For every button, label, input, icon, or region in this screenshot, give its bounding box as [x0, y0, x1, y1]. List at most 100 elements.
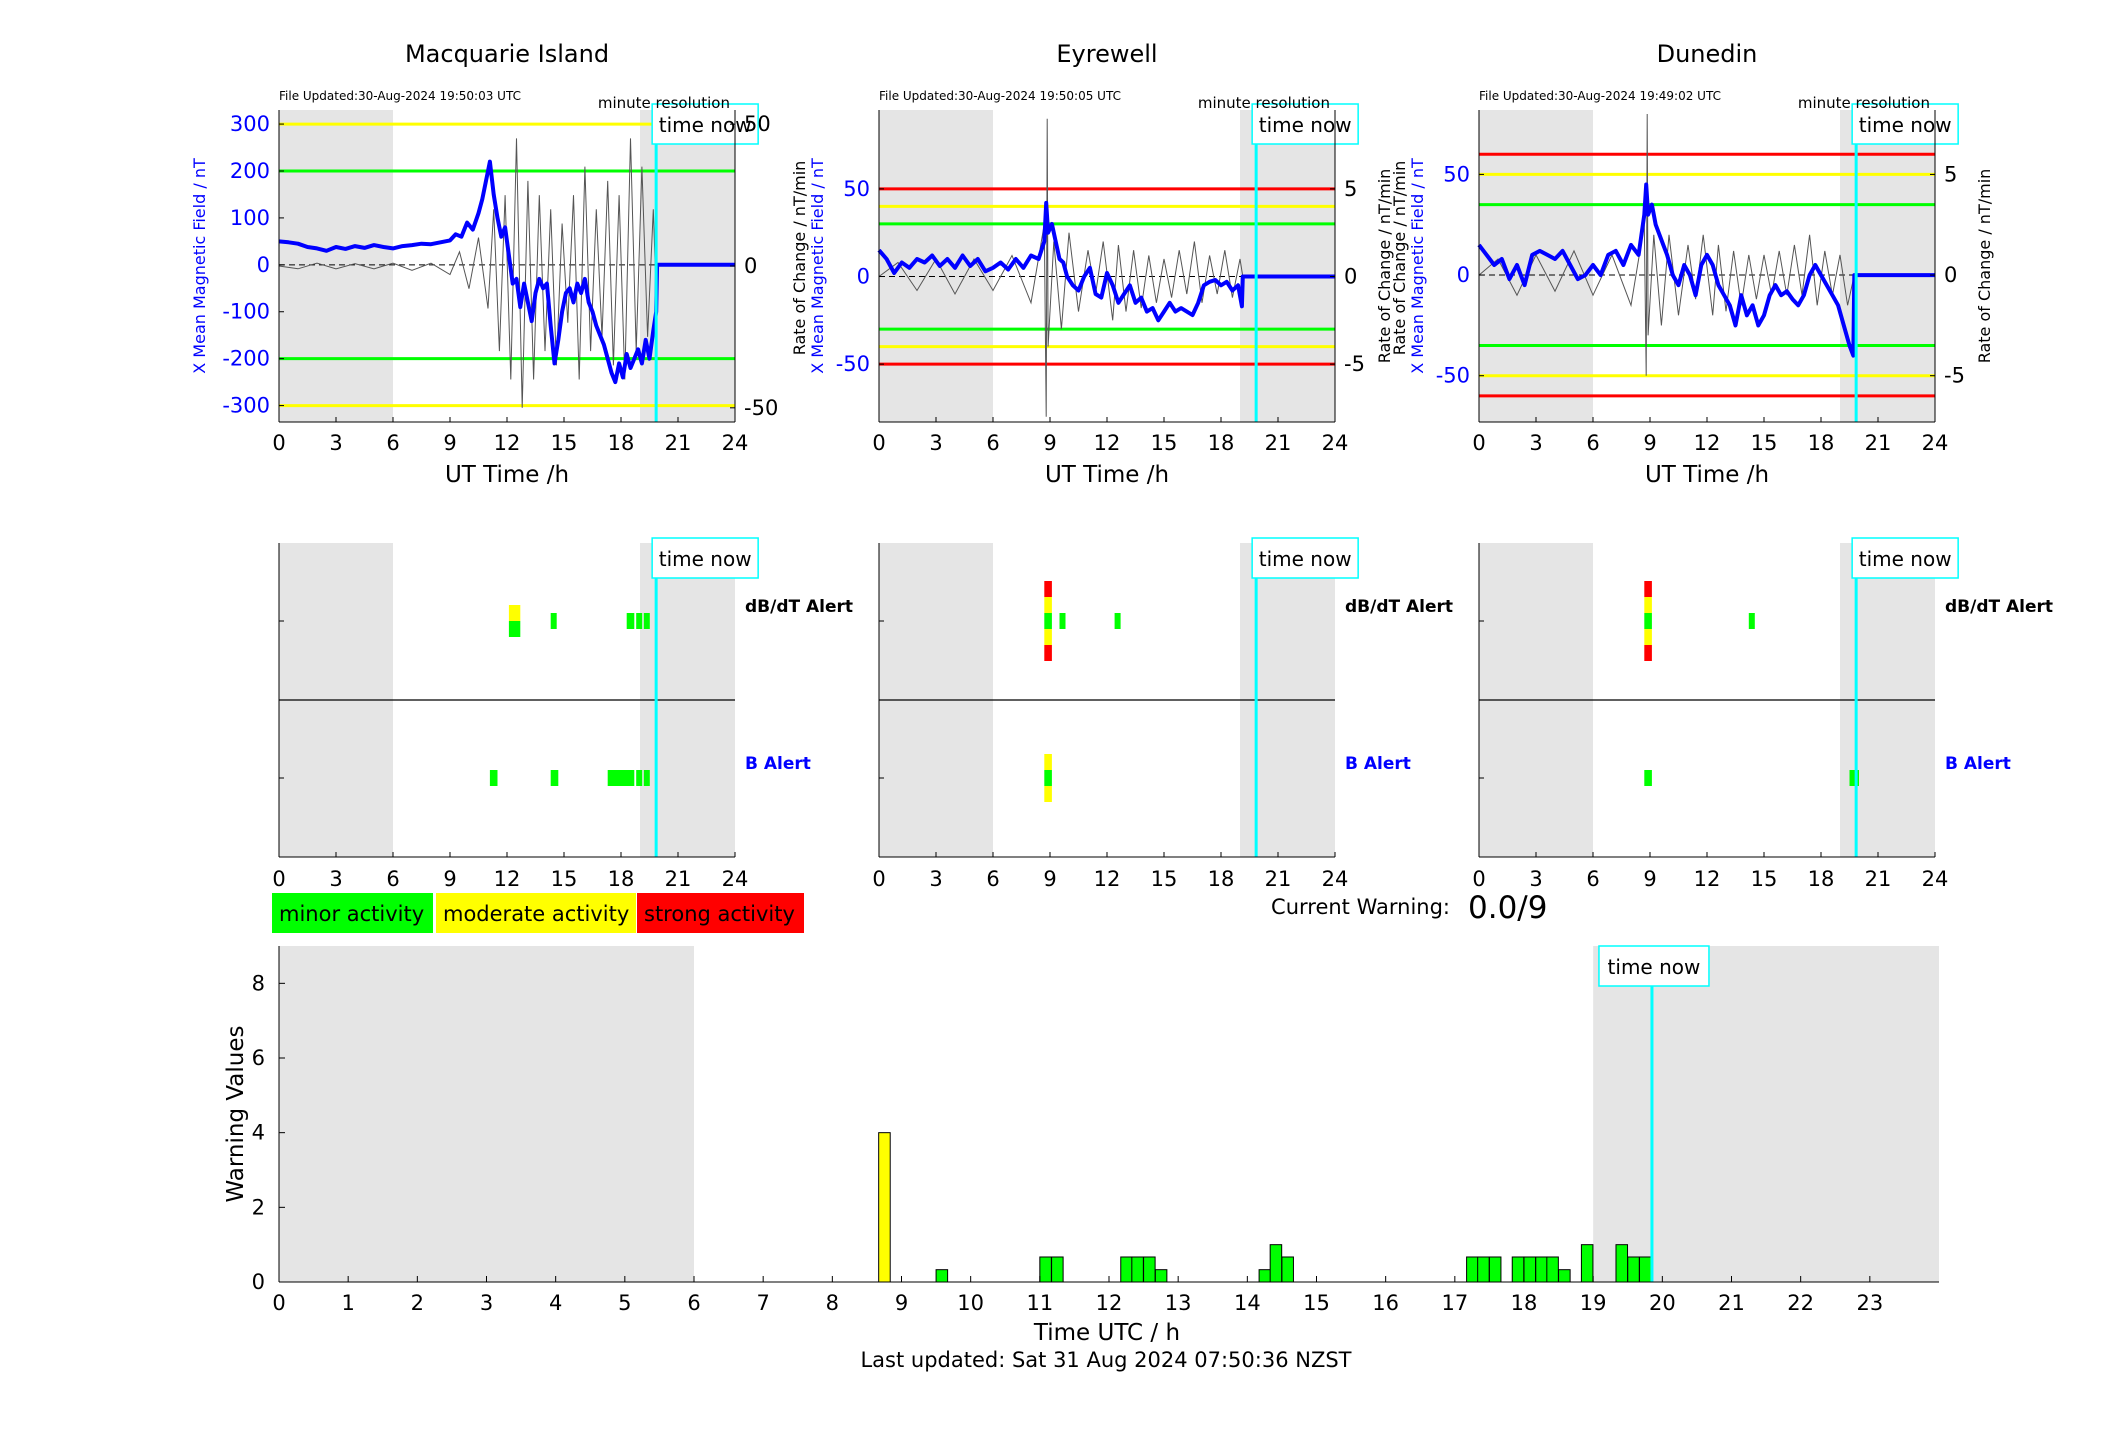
alert-time-now-label: time now — [659, 547, 752, 571]
alert-panel: time now 0 3 6 9 12 15 18 21 24 dB/dT Alert B Alert — [272, 537, 853, 891]
x-tick-label: 12 — [494, 431, 521, 455]
warning-bar-2 — [935, 1269, 949, 1283]
alert-x-tick-label: 15 — [1151, 867, 1178, 891]
warning-bar-6 — [1131, 1256, 1144, 1283]
x-tick-label: 12 — [1694, 431, 1721, 455]
warning-y-tick-label: 2 — [252, 1195, 265, 1219]
x-tick-label: 21 — [1865, 431, 1892, 455]
field-panel: Macquarie Island time now File Updated:30-… — [190, 40, 778, 488]
night-shade-1 — [279, 110, 393, 422]
warning-x-tick-label: 15 — [1303, 1291, 1330, 1315]
x-tick-label: 9 — [1643, 431, 1656, 455]
warning-x-tick-label: 6 — [687, 1291, 700, 1315]
warning-x-tick-label: 2 — [411, 1291, 424, 1315]
x-tick-label: 18 — [1808, 431, 1835, 455]
left-y-tick-label: 200 — [230, 159, 270, 183]
db-alert-bar-2-1 — [550, 613, 557, 629]
legend-label-1: minor activity — [279, 902, 424, 926]
current-warning-label: Current Warning: — [1271, 895, 1450, 919]
x-tick-label: 18 — [1208, 431, 1235, 455]
warning-bar-13 — [1477, 1256, 1490, 1283]
x-tick-label: 0 — [872, 431, 885, 455]
right-y-tick-label: 0 — [744, 254, 757, 278]
resolution-label: minute resolution — [598, 94, 730, 112]
file-updated-label: File Updated:30-Aug-2024 19:49:02 UTC — [1479, 89, 1721, 103]
warning-x-tick-label: 12 — [1096, 1291, 1123, 1315]
legend-label-2: moderate activity — [443, 902, 629, 926]
alert-x-tick-label: 9 — [443, 867, 456, 891]
alert-x-tick-label: 12 — [494, 867, 521, 891]
alert-x-tick-label: 6 — [1586, 867, 1599, 891]
right-y-tick-label: 0 — [1944, 263, 1957, 287]
x-tick-label: 24 — [722, 431, 749, 455]
db-alert-bar-2-1 — [1748, 613, 1755, 629]
warning-x-tick-label: 1 — [341, 1291, 354, 1315]
left-y-tick-label: 50 — [1443, 162, 1470, 186]
legend-swatch-2 — [436, 893, 636, 933]
current-warning-value: 0.0/9 — [1468, 890, 1547, 926]
x-tick-label: 3 — [329, 431, 342, 455]
resolution-label: minute resolution — [1198, 94, 1330, 112]
db-alert-bar-1-3 — [1044, 613, 1052, 629]
warning-x-tick-label: 9 — [895, 1291, 908, 1315]
warning-bar-16 — [1523, 1256, 1537, 1283]
x-field-line — [278, 159, 735, 385]
alert-time-now-label: time now — [1859, 547, 1952, 571]
file-updated-label: File Updated:30-Aug-2024 19:50:05 UTC — [879, 89, 1121, 103]
alert-x-tick-label: 0 — [872, 867, 885, 891]
x-tick-label: 9 — [443, 431, 456, 455]
alert-x-tick-label: 0 — [272, 867, 285, 891]
right-y-tick-label: 50 — [744, 112, 771, 136]
x-axis-label: UT Time /h — [445, 462, 569, 488]
alert-x-tick-label: 21 — [1865, 867, 1892, 891]
alert-x-tick-label: 24 — [722, 867, 749, 891]
b-alert-bar-3-1 — [607, 770, 635, 786]
warning-bar-23 — [1639, 1256, 1652, 1283]
legend-swatch-3 — [637, 893, 804, 933]
db-alert-bar-1-2 — [508, 621, 521, 637]
warning-x-tick-label: 5 — [618, 1291, 631, 1315]
warning-bar-21 — [1615, 1244, 1629, 1283]
footer-last-updated: Last updated: Sat 31 Aug 2024 07:50:36 N… — [860, 1348, 1351, 1372]
warning-x-tick-label: 16 — [1372, 1291, 1399, 1315]
b-alert-bar-1-3 — [1044, 786, 1052, 802]
alert-time-now-box — [651, 537, 759, 579]
alert-x-tick-label: 12 — [1094, 867, 1121, 891]
warning-bar-19 — [1558, 1269, 1571, 1283]
station-title: Macquarie Island — [405, 40, 609, 68]
x-axis-label: UT Time /h — [1045, 462, 1169, 488]
legend-swatch-1 — [272, 893, 433, 933]
alert-x-tick-label: 3 — [929, 867, 942, 891]
field-panel: Eyrewell time now File Updated:30-Aug-2024… — [790, 40, 1394, 488]
left-y-tick-label: 100 — [230, 206, 270, 230]
left-y-axis-label: X Mean Magnetic Field / nT — [1408, 158, 1427, 374]
alert-panel: time now 0 3 6 9 12 15 18 21 24 dB/dT Alert B Alert — [1472, 537, 2053, 891]
warning-bar-4 — [1051, 1256, 1064, 1283]
left-rate-axis-label: Rate of Change / nT/min — [790, 161, 809, 356]
b-alert-bar-2-1 — [550, 770, 559, 786]
b-alert-bar-1-1 — [1044, 754, 1052, 770]
warning-x-tick-label: 13 — [1165, 1291, 1192, 1315]
time-now-box — [1251, 103, 1359, 145]
x-tick-label: 24 — [1922, 431, 1949, 455]
alert-x-tick-label: 15 — [551, 867, 578, 891]
x-tick-label: 0 — [1472, 431, 1485, 455]
alert-x-tick-label: 0 — [1472, 867, 1485, 891]
warning-bar-9 — [1258, 1269, 1272, 1283]
warning-y-tick-label: 4 — [252, 1121, 265, 1145]
alert-panel: time now 0 3 6 9 12 15 18 21 24 dB/dT Alert B Alert — [872, 537, 1453, 891]
warning-x-tick-label: 14 — [1234, 1291, 1261, 1315]
warning-x-tick-label: 8 — [826, 1291, 839, 1315]
x-tick-label: 24 — [1322, 431, 1349, 455]
warning-bar-12 — [1466, 1256, 1479, 1283]
x-tick-label: 0 — [272, 431, 285, 455]
night-shade-1 — [879, 110, 993, 422]
db-alert-bar-5-1 — [643, 613, 650, 629]
warning-time-now-label: time now — [1608, 955, 1701, 979]
b-alert-label: B Alert — [745, 754, 811, 774]
warning-y-tick-label: 6 — [252, 1046, 265, 1070]
warning-x-tick-label: 20 — [1649, 1291, 1676, 1315]
warning-x-tick-label: 0 — [272, 1291, 285, 1315]
db-alert-bar-4-1 — [636, 613, 643, 629]
db-alert-bar-3-1 — [1114, 613, 1121, 629]
